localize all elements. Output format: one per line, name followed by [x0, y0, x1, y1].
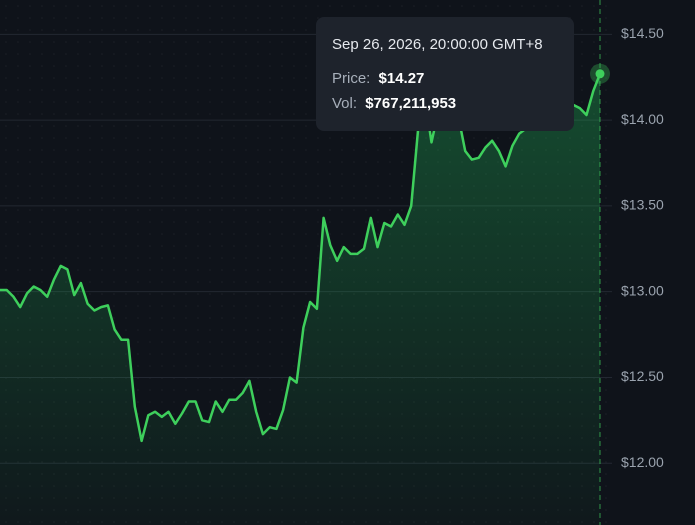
- tooltip-vol: Vol: $767,211,953: [332, 95, 456, 112]
- price-line: [0, 73, 602, 443]
- tooltip-price-label: Price:: [332, 70, 370, 87]
- y-tick-label: $12.00: [621, 454, 664, 470]
- hover-point: [595, 69, 605, 79]
- tooltip-vol-value: $767,211,953: [365, 95, 456, 112]
- y-tick-label: $12.50: [621, 368, 664, 384]
- tooltip: Sep 26, 2026, 20:00:00 GMT+8 Price: $14.…: [316, 17, 574, 131]
- y-tick-label: $13.00: [621, 282, 664, 298]
- tooltip-title: Sep 26, 2026, 20:00:00 GMT+8: [332, 36, 543, 53]
- tooltip-price-value: $14.27: [379, 70, 425, 87]
- tooltip-box: [316, 17, 574, 131]
- y-tick-label: $14.50: [621, 25, 664, 41]
- y-tick-label: $13.50: [621, 197, 664, 213]
- area: [0, 73, 600, 525]
- tooltip-price: Price: $14.27: [332, 70, 424, 87]
- tooltip-vol-label: Vol:: [332, 95, 357, 112]
- y-tick-label: $14.00: [621, 111, 664, 127]
